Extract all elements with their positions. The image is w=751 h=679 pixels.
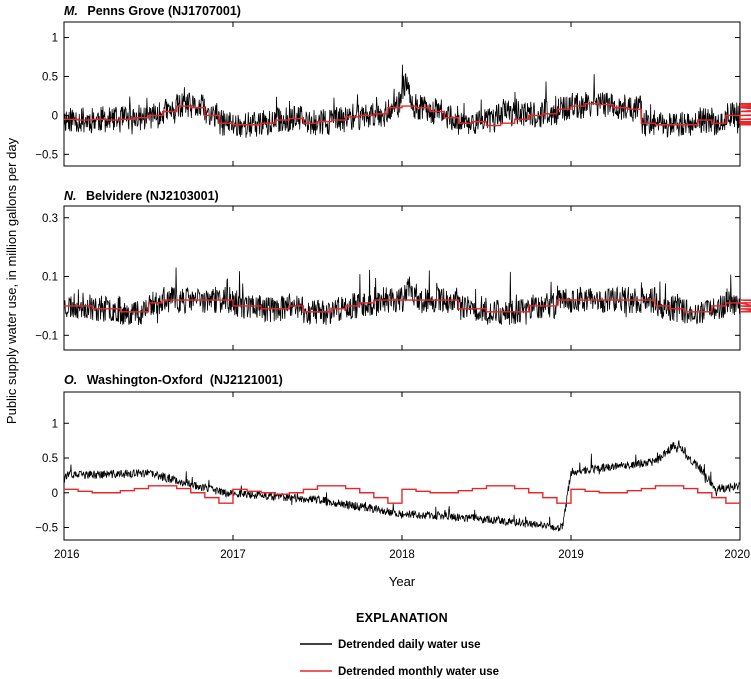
y-tick-label: −0.5: [35, 522, 58, 534]
y-tick-label: 0.3: [42, 213, 58, 225]
y-tick-label: 0: [52, 110, 58, 122]
x-axis: 2016 2017 2018 2019 2020: [54, 549, 750, 561]
legend-heading: EXPLANATION: [356, 611, 448, 625]
panel-o-frame: [63, 391, 741, 541]
x-tick-label: 2019: [558, 549, 584, 561]
y-tick-label: 0.5: [42, 453, 58, 465]
y-tick-label: −0.5: [35, 149, 58, 161]
x-axis-title: Year: [389, 574, 416, 589]
monthly-water-use-line: [64, 485, 740, 504]
x-tick-label: 2016: [54, 549, 80, 561]
panel-m: M. Penns Grove (NJ1707001) 1 0.5 0 −0.5: [35, 4, 751, 167]
legend: EXPLANATION Detrended daily water use De…: [300, 611, 499, 678]
panel-o-plot: 1 0.5 0 −0.5: [35, 392, 741, 540]
y-tick-label: 1: [52, 418, 58, 430]
panel-o-title: O. Washington-Oxford (NJ2121001): [64, 373, 283, 387]
y-tick-label: 0.1: [42, 272, 58, 284]
panel-o-letter: O.: [64, 373, 77, 387]
daily-water-use-line: [63, 267, 741, 326]
legend-monthly-label: Detrended monthly water use: [338, 666, 499, 678]
y-tick-label: 1: [52, 33, 58, 45]
monthly-water-use-line: [64, 103, 751, 127]
y-axis-title: Public supply water use, in million gall…: [4, 137, 19, 424]
x-tick-label: 2017: [220, 549, 246, 561]
daily-water-use-line: [63, 64, 741, 139]
daily-water-use-line: [63, 440, 741, 532]
panel-m-title: M. Penns Grove (NJ1707001): [64, 4, 241, 18]
panel-n-plot: 0.3 0.1 −0.1: [35, 206, 751, 350]
panel-o: O. Washington-Oxford (NJ2121001) 1 0.5 0 −0…: [35, 373, 741, 541]
y-tick-label: −0.1: [35, 330, 58, 342]
panel-n-frame: [63, 205, 741, 351]
panel-n: N. Belvidere (NJ2103001) 0.3 0.1 −0.1: [35, 189, 751, 351]
panel-m-letter: M.: [64, 4, 78, 18]
x-tick-label: 2020: [724, 549, 750, 561]
panel-n-name: Belvidere (NJ2103001): [86, 189, 219, 203]
y-tick-label: 0.5: [42, 71, 58, 83]
x-tick-label: 2018: [389, 549, 415, 561]
monthly-water-use-line: [64, 299, 751, 313]
legend-daily-label: Detrended daily water use: [338, 639, 481, 651]
panel-n-title: N. Belvidere (NJ2103001): [64, 189, 219, 203]
panel-n-letter: N.: [64, 189, 77, 203]
y-tick-label: 0: [52, 488, 58, 500]
panel-m-name: Penns Grove (NJ1707001): [87, 4, 241, 18]
panel-m-plot: 1 0.5 0 −0.5: [35, 22, 751, 166]
panel-m-frame: [63, 21, 741, 167]
panel-o-name: Washington-Oxford (NJ2121001): [87, 373, 283, 387]
